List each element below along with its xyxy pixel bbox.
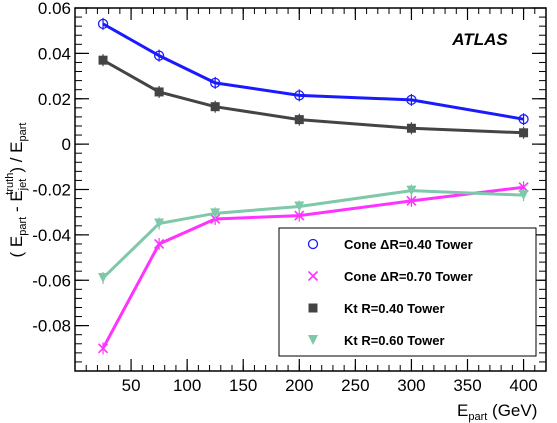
x-axis-title-unit: (GeV): [487, 401, 537, 420]
legend-box: [278, 227, 537, 357]
y-axis-title-sub3: part: [17, 123, 29, 142]
series-line: [102, 58, 524, 135]
data-point: [518, 114, 529, 125]
x-tick-label: 350: [453, 376, 481, 395]
data-point: [406, 195, 417, 206]
y-tick-label: -0.06: [32, 271, 71, 290]
legend-item: Kt R=0.60 Tower: [308, 333, 445, 348]
y-tick-label: -0.08: [32, 317, 71, 336]
y-tick-label: 0.04: [38, 44, 71, 63]
x-tick-label: 250: [341, 376, 369, 395]
x-tick-label: 200: [285, 376, 313, 395]
data-point: [307, 238, 319, 250]
legend: Cone ΔR=0.40 Tower Cone ΔR=0.70 Tower Kt R…: [278, 227, 537, 357]
data-point: [294, 210, 305, 221]
data-point-stroke: [307, 270, 319, 282]
y-axis-title-minus: - E: [7, 190, 26, 216]
x-axis-title-main: E: [457, 401, 468, 420]
data-point: [98, 272, 109, 283]
x-axis-title: Epart (GeV): [457, 401, 537, 423]
data-point: [210, 102, 220, 112]
atlas-label: ATLAS: [451, 30, 508, 49]
data-point-stroke: [97, 343, 109, 354]
legend-label: Kt R=0.60 Tower: [344, 333, 445, 348]
data-point: [97, 343, 109, 354]
y-tick-label: 0.02: [38, 90, 71, 109]
series-line: [101, 185, 524, 350]
series-line: [102, 22, 524, 121]
series-1: [97, 17, 529, 126]
legend-items: Cone ΔR=0.40 Tower Cone ΔR=0.70 Tower Kt R…: [307, 237, 473, 348]
series-4: [98, 184, 529, 284]
legend-label: Kt R=0.40 Tower: [344, 301, 445, 316]
x-tick-label: 100: [173, 376, 201, 395]
data-point: [308, 335, 318, 345]
x-tick-label: 50: [122, 376, 141, 395]
legend-item: Cone ΔR=0.40 Tower: [307, 237, 473, 252]
data-point-stroke: [294, 210, 305, 221]
y-tick-label: -0.04: [32, 226, 71, 245]
legend-item: Kt R=0.40 Tower: [308, 301, 445, 316]
data-point: [210, 208, 221, 219]
series-3: [98, 54, 529, 139]
data-point: [518, 190, 529, 201]
data-point: [519, 128, 529, 138]
legend-label: Cone ΔR=0.40 Tower: [344, 237, 473, 252]
series-layer: [97, 17, 529, 355]
series-line: [101, 189, 524, 280]
x-axis-title-sub: part: [468, 411, 487, 423]
legend-label: Cone ΔR=0.70 Tower: [344, 269, 473, 284]
data-point: [294, 201, 305, 212]
data-point: [154, 218, 165, 229]
data-point: [406, 185, 417, 196]
legend-item: Cone ΔR=0.70 Tower: [307, 269, 473, 284]
data-point-stroke: [406, 195, 417, 206]
data-point: [308, 303, 318, 313]
data-point: [97, 18, 109, 30]
x-tick-label: 150: [229, 376, 257, 395]
y-axis-title: ( Epart - Ejettruth) / Epart: [4, 123, 29, 258]
data-point: [294, 115, 304, 125]
y-tick-label: 0.06: [38, 0, 71, 18]
x-tick-label: 400: [509, 376, 537, 395]
x-tick-label: 300: [397, 376, 425, 395]
data-point: [210, 77, 221, 89]
data-point-stroke: [154, 238, 165, 250]
y-axis-title-sup2: truth: [4, 173, 16, 195]
data-point: [406, 94, 417, 106]
data-point: [154, 238, 165, 250]
y-tick-label: -0.02: [32, 181, 71, 200]
data-point: [406, 123, 416, 133]
series-2: [97, 181, 529, 355]
data-point: [154, 87, 164, 97]
data-point: [307, 270, 319, 282]
y-axis-title-sub2: jet: [17, 179, 29, 192]
data-point: [294, 90, 305, 101]
y-axis-title-close: ) / E: [7, 142, 26, 173]
y-axis-title-open: ( E: [7, 236, 26, 258]
y-axis-title-sub1: part: [17, 217, 29, 236]
data-point: [98, 55, 108, 65]
data-point: [153, 50, 165, 61]
y-tick-label: 0: [62, 135, 71, 154]
axes-layer: -0.08 -0.06 -0.04 -0.02 0 0.02 0.04 0.06 50 100 15…: [32, 0, 547, 395]
